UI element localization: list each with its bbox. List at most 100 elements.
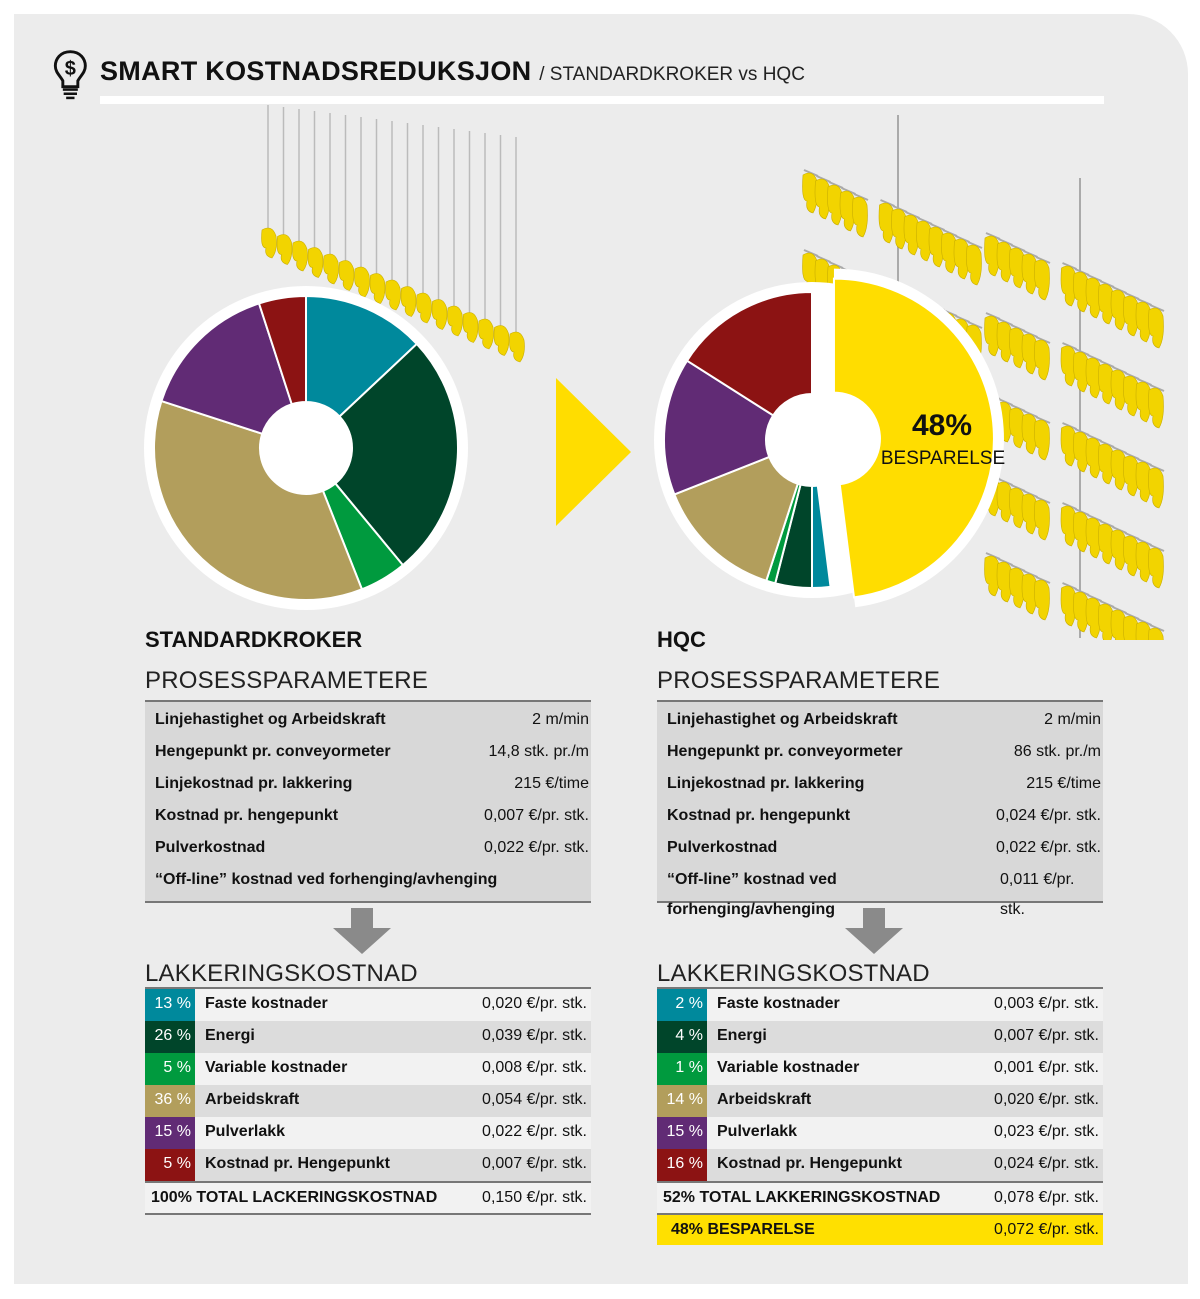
- param-value: 2 m/min: [532, 711, 589, 728]
- cost-percent: 15 %: [657, 1117, 707, 1149]
- cost-percent: 36 %: [145, 1085, 195, 1117]
- param-label: “Off-line” kostnad ved forhenging/avheng…: [155, 871, 498, 888]
- pie-hole: [260, 402, 352, 494]
- charts-illustration: 48% BESPARELSE: [144, 105, 1165, 640]
- arrow-down-icon: [657, 903, 1103, 961]
- cost-label: Kostnad pr. Hengepunkt: [717, 1155, 902, 1172]
- cost-value: 0,023 €/pr. stk.: [994, 1123, 1099, 1140]
- cost-row: 14 % Arbeidskraft 0,020 €/pr. stk.: [657, 1085, 1103, 1117]
- cost-percent: 4 %: [657, 1021, 707, 1053]
- standard-hooks-illustration: [261, 105, 525, 363]
- param-value: 0,024 €/pr. stk.: [996, 807, 1101, 824]
- param-label: Linjehastighet og Arbeidskraft: [155, 711, 386, 728]
- cost-value: 0,001 €/pr. stk.: [994, 1059, 1099, 1076]
- params-row: Pulverkostnad 0,022 €/pr. stk.: [657, 833, 1103, 865]
- cost-value: 0,022 €/pr. stk.: [482, 1123, 587, 1140]
- cost-value: 0,054 €/pr. stk.: [482, 1091, 587, 1108]
- pie-chart-hqc: [654, 268, 1004, 608]
- params-row: Linjekostnad pr. lakkering 215 €/time: [657, 769, 1103, 801]
- cost-row: 36 % Arbeidskraft 0,054 €/pr. stk.: [145, 1085, 591, 1117]
- params-table: Linjehastighet og Arbeidskraft 2 m/min Hen…: [657, 700, 1103, 918]
- params-row: “Off-line” kostnad ved forhenging/avheng…: [145, 865, 591, 897]
- total-label: 100% TOTAL LACKERINGSKOSTNAD: [151, 1189, 438, 1206]
- cost-row: 4 % Energi 0,007 €/pr. stk.: [657, 1021, 1103, 1053]
- cost-label: Faste kostnader: [717, 995, 840, 1012]
- param-value: 215 €/time: [514, 775, 589, 792]
- params-row: Linjehastighet og Arbeidskraft 2 m/min: [657, 705, 1103, 737]
- cost-percent: 14 %: [657, 1085, 707, 1117]
- cost-value: 0,008 €/pr. stk.: [482, 1059, 587, 1076]
- saving-row: 48% BESPARELSE 0,072 €/pr. stk.: [657, 1215, 1103, 1245]
- param-value: 0,022 €/pr. stk.: [996, 839, 1101, 856]
- header-rule: [100, 96, 1104, 104]
- cost-percent: 16 %: [657, 1149, 707, 1181]
- cost-percent: 5 %: [145, 1149, 195, 1181]
- cost-label: Variable kostnader: [717, 1059, 860, 1076]
- cost-percent: 1 %: [657, 1053, 707, 1085]
- cost-value: 0,024 €/pr. stk.: [994, 1155, 1099, 1172]
- param-label: Hengepunkt pr. conveyormeter: [155, 743, 391, 760]
- cost-label: Energi: [205, 1027, 255, 1044]
- param-value: 0,011 €/pr. stk.: [1000, 871, 1075, 918]
- param-label: Linjekostnad pr. lakkering: [667, 775, 865, 792]
- cost-row: 1 % Variable kostnader 0,001 €/pr. stk.: [657, 1053, 1103, 1085]
- param-label: Kostnad pr. hengepunkt: [155, 807, 339, 824]
- cost-row: 13 % Faste kostnader 0,020 €/pr. stk.: [145, 989, 591, 1021]
- params-row: Linjehastighet og Arbeidskraft 2 m/min: [145, 705, 591, 737]
- standard-column: STANDARDKROKER PROSESSPARAMETERE Linjehast…: [145, 620, 591, 1215]
- cost-row: 15 % Pulverlakk 0,022 €/pr. stk.: [145, 1117, 591, 1149]
- total-row: 52% TOTAL LAKKERINGSKOSTNAD 0,078 €/pr. s…: [657, 1181, 1103, 1215]
- param-value: 0,022 €/pr. stk.: [484, 839, 589, 856]
- cost-row: 16 % Kostnad pr. Hengepunkt 0,024 €/pr. st…: [657, 1149, 1103, 1181]
- pie-slice-besparelse: [832, 277, 995, 599]
- param-value: 14,8 stk. pr./m: [488, 743, 589, 760]
- cost-row: 26 % Energi 0,039 €/pr. stk.: [145, 1021, 591, 1053]
- cost-label: Arbeidskraft: [205, 1091, 300, 1108]
- arrow-triangle: [556, 378, 631, 526]
- params-row: Kostnad pr. hengepunkt 0,007 €/pr. stk.: [145, 801, 591, 833]
- total-row: 100% TOTAL LACKERINGSKOSTNAD 0,150 €/pr. …: [145, 1181, 591, 1215]
- svg-text:$: $: [65, 58, 76, 80]
- cost-value: 0,020 €/pr. stk.: [482, 995, 587, 1012]
- param-label: Pulverkostnad: [667, 839, 778, 856]
- cost-percent: 2 %: [657, 989, 707, 1021]
- cost-label: Arbeidskraft: [717, 1091, 812, 1108]
- hqc-column: HQC PROSESSPARAMETERE Linjehastighet og Ar…: [657, 620, 1103, 1245]
- cost-row: 15 % Pulverlakk 0,023 €/pr. stk.: [657, 1117, 1103, 1149]
- page-subtitle: / STANDARDKROKER vs HQC: [539, 64, 805, 85]
- pie-chart-standard: [144, 286, 468, 610]
- cost-label: Variable kostnader: [205, 1059, 348, 1076]
- cost-percent: 15 %: [145, 1117, 195, 1149]
- cost-value: 0,003 €/pr. stk.: [994, 995, 1099, 1012]
- param-label: Kostnad pr. hengepunkt: [667, 807, 851, 824]
- cost-label: Pulverlakk: [205, 1123, 286, 1140]
- cost-row: 5 % Kostnad pr. Hengepunkt 0,007 €/pr. stk…: [145, 1149, 591, 1181]
- saving-annotation-label: BESPARELSE: [881, 448, 1005, 469]
- params-row: “Off-line” kostnad ved forhenging/avheng…: [657, 865, 1103, 918]
- param-value: 86 stk. pr./m: [1013, 743, 1101, 760]
- arrow-down-icon: [145, 903, 591, 961]
- cost-percent: 26 %: [145, 1021, 195, 1053]
- total-value: 0,078 €/pr. stk.: [994, 1189, 1099, 1206]
- params-heading: PROSESSPARAMETERE: [145, 667, 429, 694]
- lightbulb-dollar-icon: $: [53, 50, 87, 100]
- params-row: Hengepunkt pr. conveyormeter 14,8 stk. pr…: [145, 737, 591, 769]
- cost-value: 0,007 €/pr. stk.: [994, 1027, 1099, 1044]
- param-label: Pulverkostnad: [155, 839, 266, 856]
- title-text: SMART KOSTNADSREDUKSJON: [100, 56, 532, 86]
- param-value: 2 m/min: [1044, 711, 1101, 728]
- cost-heading: LAKKERINGSKOSTNAD: [145, 960, 418, 987]
- cost-value: 0,020 €/pr. stk.: [994, 1091, 1099, 1108]
- saving-label: 48% BESPARELSE: [671, 1221, 815, 1238]
- cost-row: 2 % Faste kostnader 0,003 €/pr. stk.: [657, 989, 1103, 1021]
- page-title: SMART KOSTNADSREDUKSJON / STANDARDKROKER…: [100, 56, 805, 87]
- params-row: Kostnad pr. hengepunkt 0,024 €/pr. stk.: [657, 801, 1103, 833]
- total-value: 0,150 €/pr. stk.: [482, 1189, 587, 1206]
- cost-table: 13 % Faste kostnader 0,020 €/pr. stk. 26 % E…: [145, 987, 591, 1181]
- cost-heading: LAKKERINGSKOSTNAD: [657, 960, 930, 987]
- params-table: Linjehastighet og Arbeidskraft 2 m/min Hen…: [145, 700, 591, 903]
- cost-label: Faste kostnader: [205, 995, 328, 1012]
- params-row: Linjekostnad pr. lakkering 215 €/time: [145, 769, 591, 801]
- cost-value: 0,039 €/pr. stk.: [482, 1027, 587, 1044]
- column-title: STANDARDKROKER: [145, 627, 363, 652]
